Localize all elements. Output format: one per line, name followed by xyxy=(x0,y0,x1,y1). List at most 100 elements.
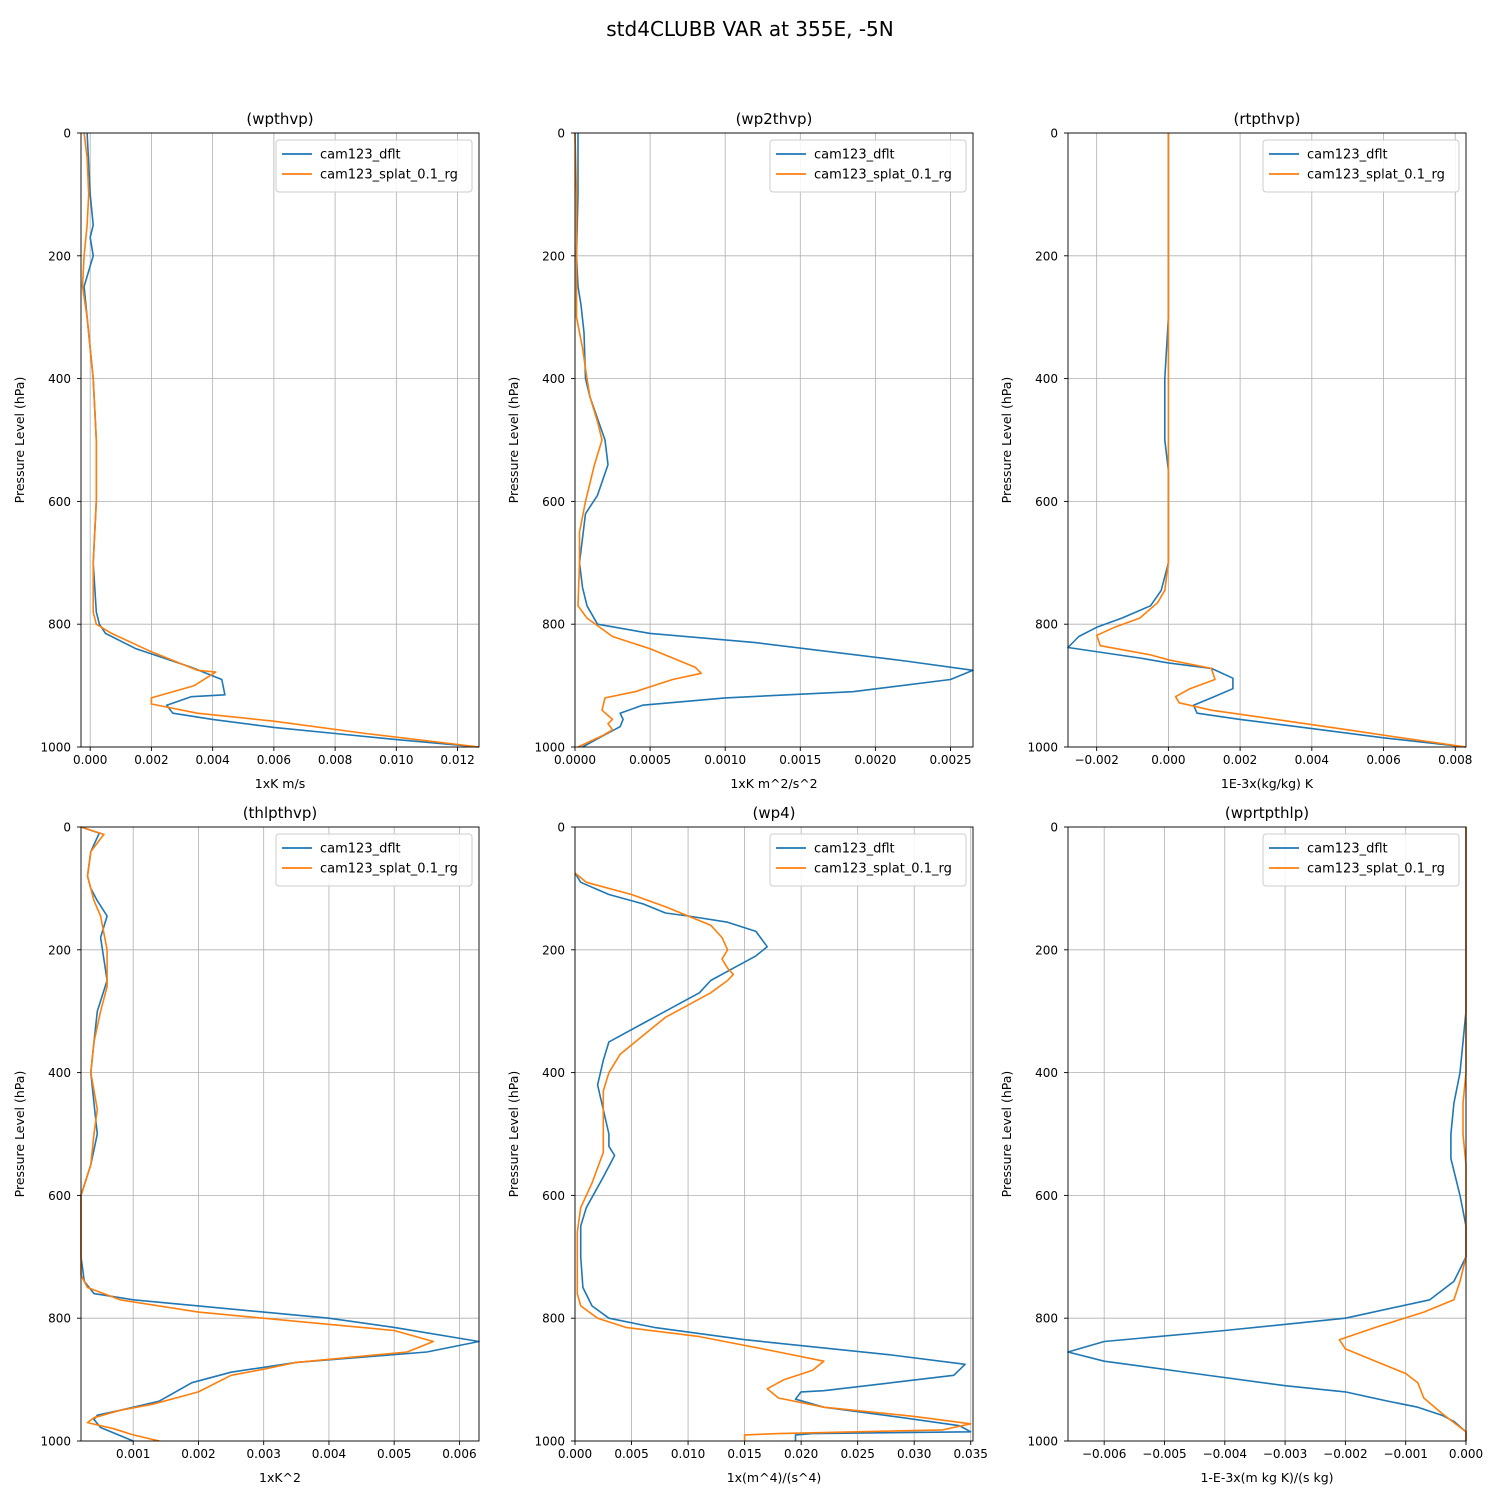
y-tick-label: 0 xyxy=(557,821,565,835)
subplot-title: (wp2thvp) xyxy=(736,110,813,128)
legend-label: cam123_splat_0.1_rg xyxy=(1307,862,1445,877)
series-line-cam123_dflt xyxy=(83,132,480,748)
legend-label: cam123_dflt xyxy=(1307,148,1388,163)
legend-box xyxy=(275,139,473,193)
y-tick-label: 800 xyxy=(542,1312,565,1326)
x-tick-label: 0.000 xyxy=(1151,753,1185,767)
legend-label: cam123_dflt xyxy=(814,148,895,163)
legend-label: cam123_splat_0.1_rg xyxy=(814,168,952,183)
legend-label: cam123_dflt xyxy=(1307,842,1388,857)
y-tick-label: 200 xyxy=(542,249,565,263)
x-tick-label: 0.001 xyxy=(116,1447,150,1461)
y-axis-label: Pressure Level (hPa) xyxy=(12,377,27,504)
x-axis-label: 1xK m^2/s^2 xyxy=(730,776,817,791)
y-axis-label: Pressure Level (hPa) xyxy=(506,1071,521,1198)
x-tick-label: 0.005 xyxy=(377,1447,411,1461)
legend: cam123_dflt cam123_splat_0.1_rg xyxy=(275,833,473,887)
x-tick-label: 0.012 xyxy=(440,753,474,767)
axes-frame xyxy=(80,826,480,1442)
x-tick-label: 0.010 xyxy=(379,753,413,767)
x-tick-label: 0.004 xyxy=(1295,753,1329,767)
figure-title: std4CLUBB VAR at 355E, -5N xyxy=(606,17,893,41)
series-line-cam123_splat_0.1_rg xyxy=(81,132,480,748)
x-tick-label: 0.003 xyxy=(247,1447,281,1461)
subplot-title: (rtpthvp) xyxy=(1233,110,1300,128)
axes-frame xyxy=(1067,132,1467,748)
y-axis-label: Pressure Level (hPa) xyxy=(12,1071,27,1198)
legend-label: cam123_dflt xyxy=(320,148,401,163)
legend-label: cam123_dflt xyxy=(814,842,895,857)
y-tick-label: 0 xyxy=(557,127,565,141)
x-tick-label: 0.004 xyxy=(195,753,229,767)
subplot-title: (wp4) xyxy=(752,804,795,822)
x-tick-label: −0.001 xyxy=(1383,1447,1427,1461)
x-tick-label: 0.0010 xyxy=(704,753,746,767)
legend-label: cam123_splat_0.1_rg xyxy=(814,862,952,877)
x-tick-label: 0.000 xyxy=(73,753,107,767)
x-tick-label: 0.025 xyxy=(840,1447,874,1461)
y-tick-label: 0 xyxy=(63,127,71,141)
series-line-cam123_splat_0.1_rg xyxy=(80,826,435,1442)
y-tick-label: 200 xyxy=(48,249,71,263)
x-tick-label: 0.005 xyxy=(614,1447,648,1461)
x-tick-label: −0.002 xyxy=(1323,1447,1367,1461)
y-tick-label: 200 xyxy=(1035,249,1058,263)
subplot-title: (wpthvp) xyxy=(246,110,313,128)
subplot-5: 0.000 0.005 0.010 0.015 0.020 0.025 0.030 0.035… xyxy=(506,804,988,1485)
y-tick-label: 800 xyxy=(1035,618,1058,632)
y-tick-label: 400 xyxy=(48,372,71,386)
legend-label: cam123_splat_0.1_rg xyxy=(320,168,458,183)
legend-label: cam123_splat_0.1_rg xyxy=(320,862,458,877)
subplot-6: −0.006 −0.005 −0.004 −0.003 −0.002 −0.001 0.00… xyxy=(999,804,1483,1485)
x-tick-label: −0.004 xyxy=(1203,1447,1247,1461)
y-tick-label: 1000 xyxy=(534,1435,565,1449)
y-tick-label: 600 xyxy=(48,1189,71,1203)
x-tick-label: 0.015 xyxy=(727,1447,761,1461)
x-tick-label: 0.002 xyxy=(181,1447,215,1461)
series-line-cam123_splat_0.1_rg xyxy=(1338,827,1467,1441)
legend: cam123_dflt cam123_splat_0.1_rg xyxy=(275,139,473,193)
y-tick-label: 400 xyxy=(542,372,565,386)
subplot-4: 0.001 0.002 0.003 0.004 0.005 0.006 0 200 400 600… xyxy=(12,804,480,1485)
y-tick-label: 400 xyxy=(1035,1066,1058,1080)
y-tick-label: 1000 xyxy=(40,741,71,755)
y-axis-label: Pressure Level (hPa) xyxy=(999,377,1014,504)
x-tick-label: 0.008 xyxy=(1438,753,1472,767)
y-tick-label: 600 xyxy=(1035,1189,1058,1203)
legend-label: cam123_splat_0.1_rg xyxy=(1307,168,1445,183)
y-tick-label: 800 xyxy=(1035,1312,1058,1326)
y-tick-label: 0 xyxy=(63,821,71,835)
y-tick-label: 1000 xyxy=(40,1435,71,1449)
y-tick-label: 600 xyxy=(1035,495,1058,509)
subplot-1: 0.000 0.002 0.004 0.006 0.008 0.010 0.012 0 200 4… xyxy=(12,110,480,791)
x-tick-label: 0.035 xyxy=(954,1447,988,1461)
y-tick-label: 0 xyxy=(1050,127,1058,141)
series-line-cam123_splat_0.1_rg xyxy=(1095,133,1467,748)
y-tick-label: 1000 xyxy=(1027,741,1058,755)
subplot-2: 0.0000 0.0005 0.0010 0.0015 0.0020 0.0025 0 200… xyxy=(506,110,974,791)
legend-box xyxy=(1262,833,1460,887)
x-tick-label: 0.030 xyxy=(897,1447,931,1461)
y-tick-label: 1000 xyxy=(534,741,565,755)
legend-box xyxy=(769,139,967,193)
x-tick-label: 0.006 xyxy=(442,1447,476,1461)
axes-frame xyxy=(574,826,974,1442)
y-tick-label: 800 xyxy=(48,1312,71,1326)
y-tick-label: 400 xyxy=(542,1066,565,1080)
x-tick-label: −0.005 xyxy=(1142,1447,1186,1461)
axes-frame xyxy=(80,132,480,748)
series-line-cam123_dflt xyxy=(574,872,972,1441)
x-tick-label: −0.003 xyxy=(1263,1447,1307,1461)
x-tick-label: 0.0015 xyxy=(779,753,821,767)
legend-box xyxy=(275,833,473,887)
x-tick-label: 0.004 xyxy=(312,1447,346,1461)
series-line-cam123_dflt xyxy=(1067,133,1467,748)
y-tick-label: 400 xyxy=(1035,372,1058,386)
legend: cam123_dflt cam123_splat_0.1_rg xyxy=(1262,139,1460,193)
y-tick-label: 200 xyxy=(542,943,565,957)
x-tick-label: 0.020 xyxy=(784,1447,818,1461)
x-axis-label: 1x(m^4)/(s^4) xyxy=(727,1470,822,1485)
x-tick-label: 0.006 xyxy=(1366,753,1400,767)
subplot-title: (wprtpthlp) xyxy=(1225,804,1309,822)
